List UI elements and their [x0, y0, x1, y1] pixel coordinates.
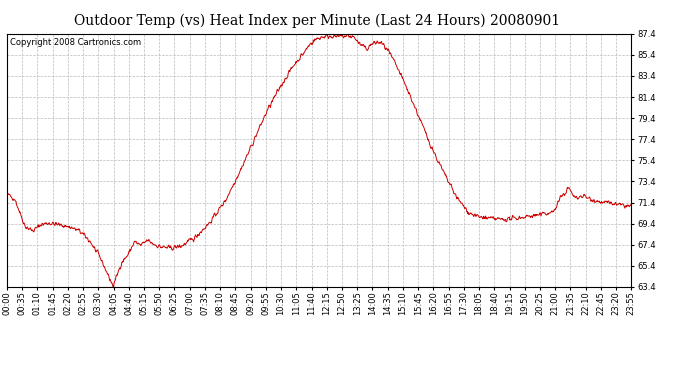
Text: Outdoor Temp (vs) Heat Index per Minute (Last 24 Hours) 20080901: Outdoor Temp (vs) Heat Index per Minute … [75, 13, 560, 27]
Text: Copyright 2008 Cartronics.com: Copyright 2008 Cartronics.com [10, 38, 141, 46]
